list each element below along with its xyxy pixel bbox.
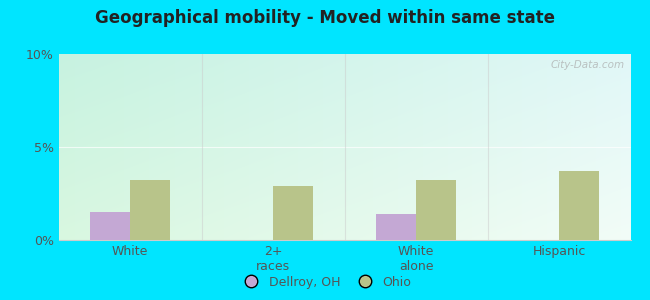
Legend: Dellroy, OH, Ohio: Dellroy, OH, Ohio — [233, 271, 417, 294]
Bar — [130, 181, 170, 240]
Bar — [273, 186, 313, 240]
Bar — [416, 181, 456, 240]
Bar — [559, 171, 599, 240]
Text: Geographical mobility - Moved within same state: Geographical mobility - Moved within sam… — [95, 9, 555, 27]
Bar — [90, 212, 130, 240]
Text: City-Data.com: City-Data.com — [551, 60, 625, 70]
Bar — [376, 214, 416, 240]
